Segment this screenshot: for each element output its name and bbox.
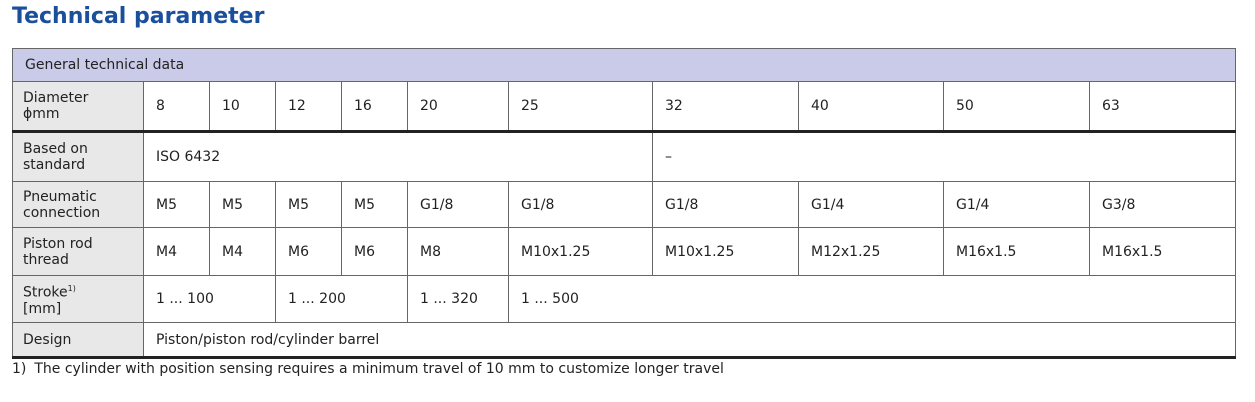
table-row: Design Piston/piston rod/cylinder barrel	[12, 322, 1237, 359]
cell: ISO 6432	[143, 131, 653, 182]
cell: M5	[143, 181, 210, 228]
row-label-line: connection	[23, 204, 101, 221]
cell: M12x1.25	[798, 227, 944, 276]
cell: –	[651, 131, 1237, 182]
spec-table: General technical data Diameter ϕmm 8 10 12 1…	[11, 48, 1237, 359]
cell: M10x1.25	[652, 227, 799, 276]
row-label-line: [mm]	[23, 300, 62, 317]
cell: M6	[341, 227, 408, 276]
table-row: Pneumatic connection M5 M5 M5 M5 G1/8 G1/8 G1/8 G…	[12, 181, 1237, 228]
cell: 25	[508, 81, 653, 133]
cell: M4	[143, 227, 210, 276]
cell: 1 ... 500	[507, 275, 1237, 323]
footnote-text: The cylinder with position sensing requi…	[34, 361, 724, 377]
cell: M16x1.5	[943, 227, 1090, 276]
row-label-line: Piston rod	[23, 235, 93, 252]
cell: G1/8	[652, 181, 799, 228]
cell: G1/8	[508, 181, 653, 228]
cell: M6	[275, 227, 342, 276]
footnote-marker: 1)	[12, 361, 27, 377]
row-label-line: Diameter	[23, 90, 89, 106]
row-label-line: Design	[23, 331, 72, 348]
cell: M4	[209, 227, 276, 276]
cell: 8	[143, 81, 210, 133]
cell: 10	[209, 81, 276, 133]
cell: M16x1.5	[1088, 227, 1237, 276]
cell: M5	[275, 181, 342, 228]
cell: M8	[407, 227, 509, 276]
row-label-line: standard	[23, 157, 86, 173]
row-label-line: Pneumatic	[23, 188, 97, 205]
cell: G1/4	[943, 181, 1090, 228]
cell: 63	[1088, 81, 1237, 133]
label-note: 1)	[67, 284, 76, 294]
cell: 40	[798, 81, 944, 133]
cell: 1 ... 320	[407, 275, 509, 323]
cell: G3/8	[1088, 181, 1237, 228]
row-label: Design	[12, 322, 144, 359]
table-row: Based on standard ISO 6432–	[12, 131, 1237, 182]
row-label: Based on standard	[12, 131, 144, 182]
section-row: General technical data	[11, 48, 1237, 82]
row-label: Stroke1) [mm]	[12, 275, 144, 323]
cell: 16	[341, 81, 408, 133]
cell: 1 ... 100	[143, 275, 276, 323]
row-label-line: ϕmm	[23, 106, 60, 122]
table-body: General technical data Diameter ϕmm 8 10 12 1…	[11, 48, 1237, 359]
row-label-line: Based on	[23, 141, 88, 157]
row-label: Pneumatic connection	[12, 181, 144, 228]
table-row: Stroke1) [mm] 1 ... 100 1 ... 200 1 ... 320 1…	[12, 275, 1237, 323]
cell: 20	[407, 81, 509, 133]
row-label-line: Stroke	[23, 284, 68, 301]
footnote: 1) The cylinder with position sensing req…	[12, 361, 724, 377]
cell: M5	[341, 181, 408, 228]
cell: M10x1.25	[508, 227, 653, 276]
cell: G1/8	[407, 181, 509, 228]
row-label: Diameter ϕmm	[12, 81, 144, 133]
cell: 12	[275, 81, 342, 133]
cell: Piston/piston rod/cylinder barrel	[142, 322, 1237, 359]
table-row: Piston rod thread M4 M4 M6 M6 M8 M10x1.25 M10x1.…	[12, 227, 1237, 276]
cell: G1/4	[798, 181, 944, 228]
title: Technical parameter	[12, 4, 265, 29]
cell: 50	[943, 81, 1090, 133]
table-row: Diameter ϕmm 8 10 12 16 20 25 32 40 50 63	[12, 81, 1237, 133]
row-label-line: thread	[23, 251, 69, 268]
cell: M5	[209, 181, 276, 228]
section-header: General technical data	[11, 48, 1237, 82]
row-label: Piston rod thread	[12, 227, 144, 276]
cell: 1 ... 200	[275, 275, 408, 323]
cell: 32	[652, 81, 799, 133]
